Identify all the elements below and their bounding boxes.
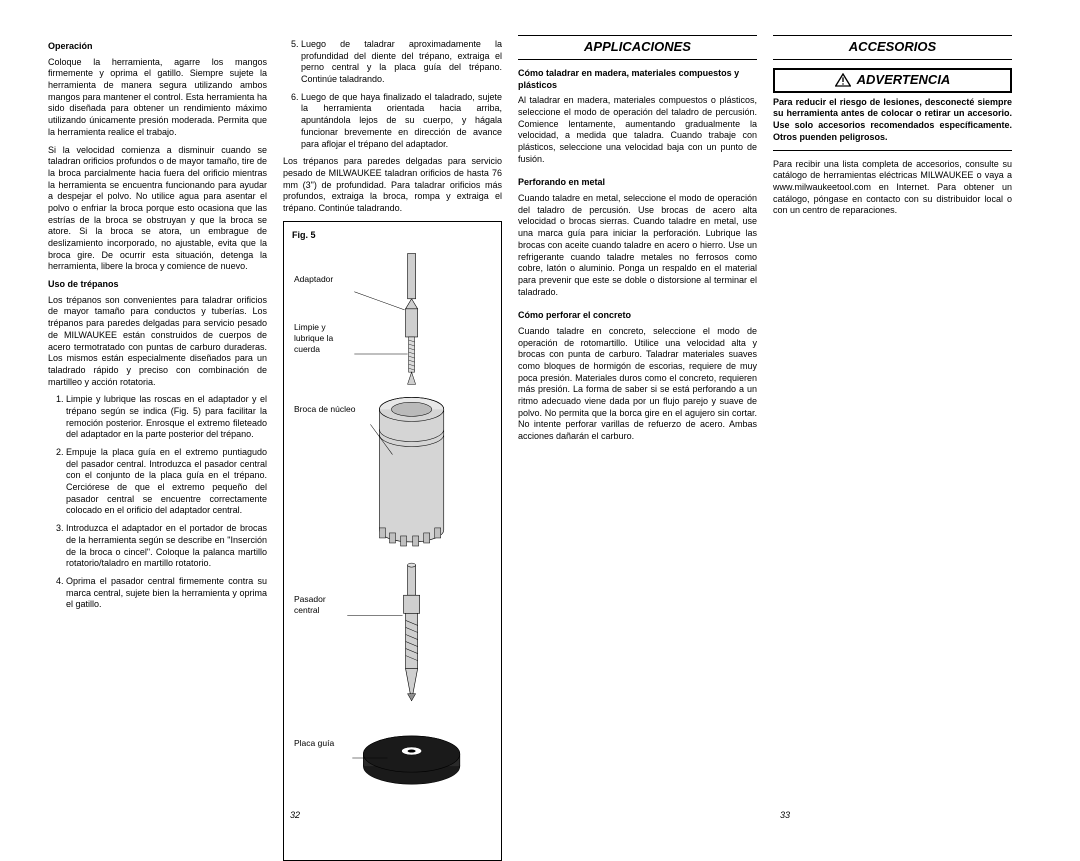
step-5: Luego de taladrar aproximadamente la pro… bbox=[301, 39, 502, 86]
figure-5-box: Fig. 5 bbox=[283, 221, 502, 861]
column-1: Operación Coloque la herramienta, agarre… bbox=[40, 35, 275, 814]
column-4: ACCESORIOS ADVERTENCIA Para reducir el r… bbox=[765, 35, 1020, 814]
steps-list: Limpie y lubrique las roscas en el adapt… bbox=[48, 394, 267, 611]
warning-title-bar: ADVERTENCIA bbox=[773, 68, 1012, 93]
manual-page: Operación Coloque la herramienta, agarre… bbox=[0, 0, 1080, 834]
heading-metal: Perforando en metal bbox=[518, 177, 757, 189]
label-adaptador: Adaptador bbox=[294, 274, 333, 285]
para-concreto: Cuando taladre en concreto, seleccione e… bbox=[518, 326, 757, 443]
column-2: Luego de taladrar aproximadamente la pro… bbox=[275, 35, 510, 814]
accesorios-header: ACCESORIOS bbox=[773, 35, 1012, 60]
para-madera: Al taladrar en madera, materiales compue… bbox=[518, 95, 757, 165]
figure-caption: Fig. 5 bbox=[292, 230, 493, 242]
para-trepanos-after: Los trépanos para paredes delgadas para … bbox=[283, 156, 502, 214]
para-accesorios: Para recibir una lista completa de acces… bbox=[773, 159, 1012, 217]
warning-triangle-icon bbox=[835, 73, 851, 87]
para-uso-1: Los trépanos son convenientes para talad… bbox=[48, 295, 267, 389]
page-number-left: 32 bbox=[290, 810, 300, 822]
label-pasador: Pasador central bbox=[294, 594, 339, 616]
page-number-right: 33 bbox=[780, 810, 790, 822]
steps-list-cont: Luego de taladrar aproximadamente la pro… bbox=[283, 39, 502, 150]
step-1: Limpie y lubrique las roscas en el adapt… bbox=[66, 394, 267, 441]
step-2: Empuje la placa guía en el extremo punti… bbox=[66, 447, 267, 517]
step-4: Oprima el pasador central firmemente con… bbox=[66, 576, 267, 611]
column-3: APPLICACIONES Cómo taladrar en madera, m… bbox=[510, 35, 765, 814]
warning-title: ADVERTENCIA bbox=[857, 72, 951, 89]
applicaciones-header: APPLICACIONES bbox=[518, 35, 757, 60]
label-placa: Placa guía bbox=[294, 738, 334, 749]
para-operacion-1: Coloque la herramienta, agarre los mango… bbox=[48, 57, 267, 139]
label-broca: Broca de núcleo bbox=[294, 404, 355, 415]
heading-madera: Cómo taladrar en madera, materiales comp… bbox=[518, 68, 757, 91]
heading-concreto: Cómo perforar el concreto bbox=[518, 310, 757, 322]
label-limpie: Limpie y lubrique la cuerda bbox=[294, 322, 349, 355]
step-3: Introduzca el adaptador en el portador d… bbox=[66, 523, 267, 570]
para-operacion-2: Si la velocidad comienza a disminuir cua… bbox=[48, 145, 267, 274]
para-metal: Cuando taladre en metal, seleccione el m… bbox=[518, 193, 757, 298]
warning-text: Para reducir el riesgo de lesiones, desc… bbox=[773, 97, 1012, 151]
step-6: Luego de que haya finalizado el taladrad… bbox=[301, 92, 502, 150]
heading-uso: Uso de trépanos bbox=[48, 279, 267, 291]
heading-operacion: Operación bbox=[48, 41, 267, 53]
